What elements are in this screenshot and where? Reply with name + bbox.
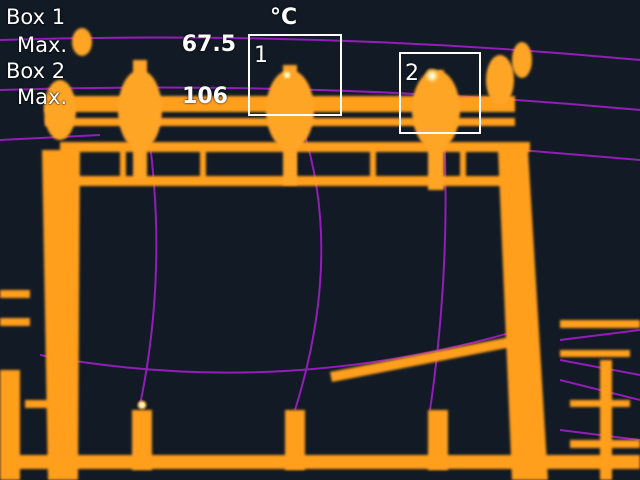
hot-spots [136,67,441,411]
box1-stat-label: Max. [17,33,68,57]
roi-box-2-number: 2 [405,61,419,86]
gantry-structure [0,96,640,480]
roi-box-1-number: 1 [254,43,268,68]
box2-max-value: 106 [182,84,228,109]
box2-label: Box 2 [6,59,66,83]
lower-insulators [132,410,448,470]
roi-box-2[interactable]: 2 [399,52,481,134]
top-insulators [44,28,532,190]
box1-label: Box 1 [6,5,66,29]
temperature-unit: °C [270,5,298,30]
box2-stat-label: Max. [17,85,68,109]
roi-box-1[interactable]: 1 [248,34,342,116]
box1-max-value: 67.5 [181,32,236,57]
